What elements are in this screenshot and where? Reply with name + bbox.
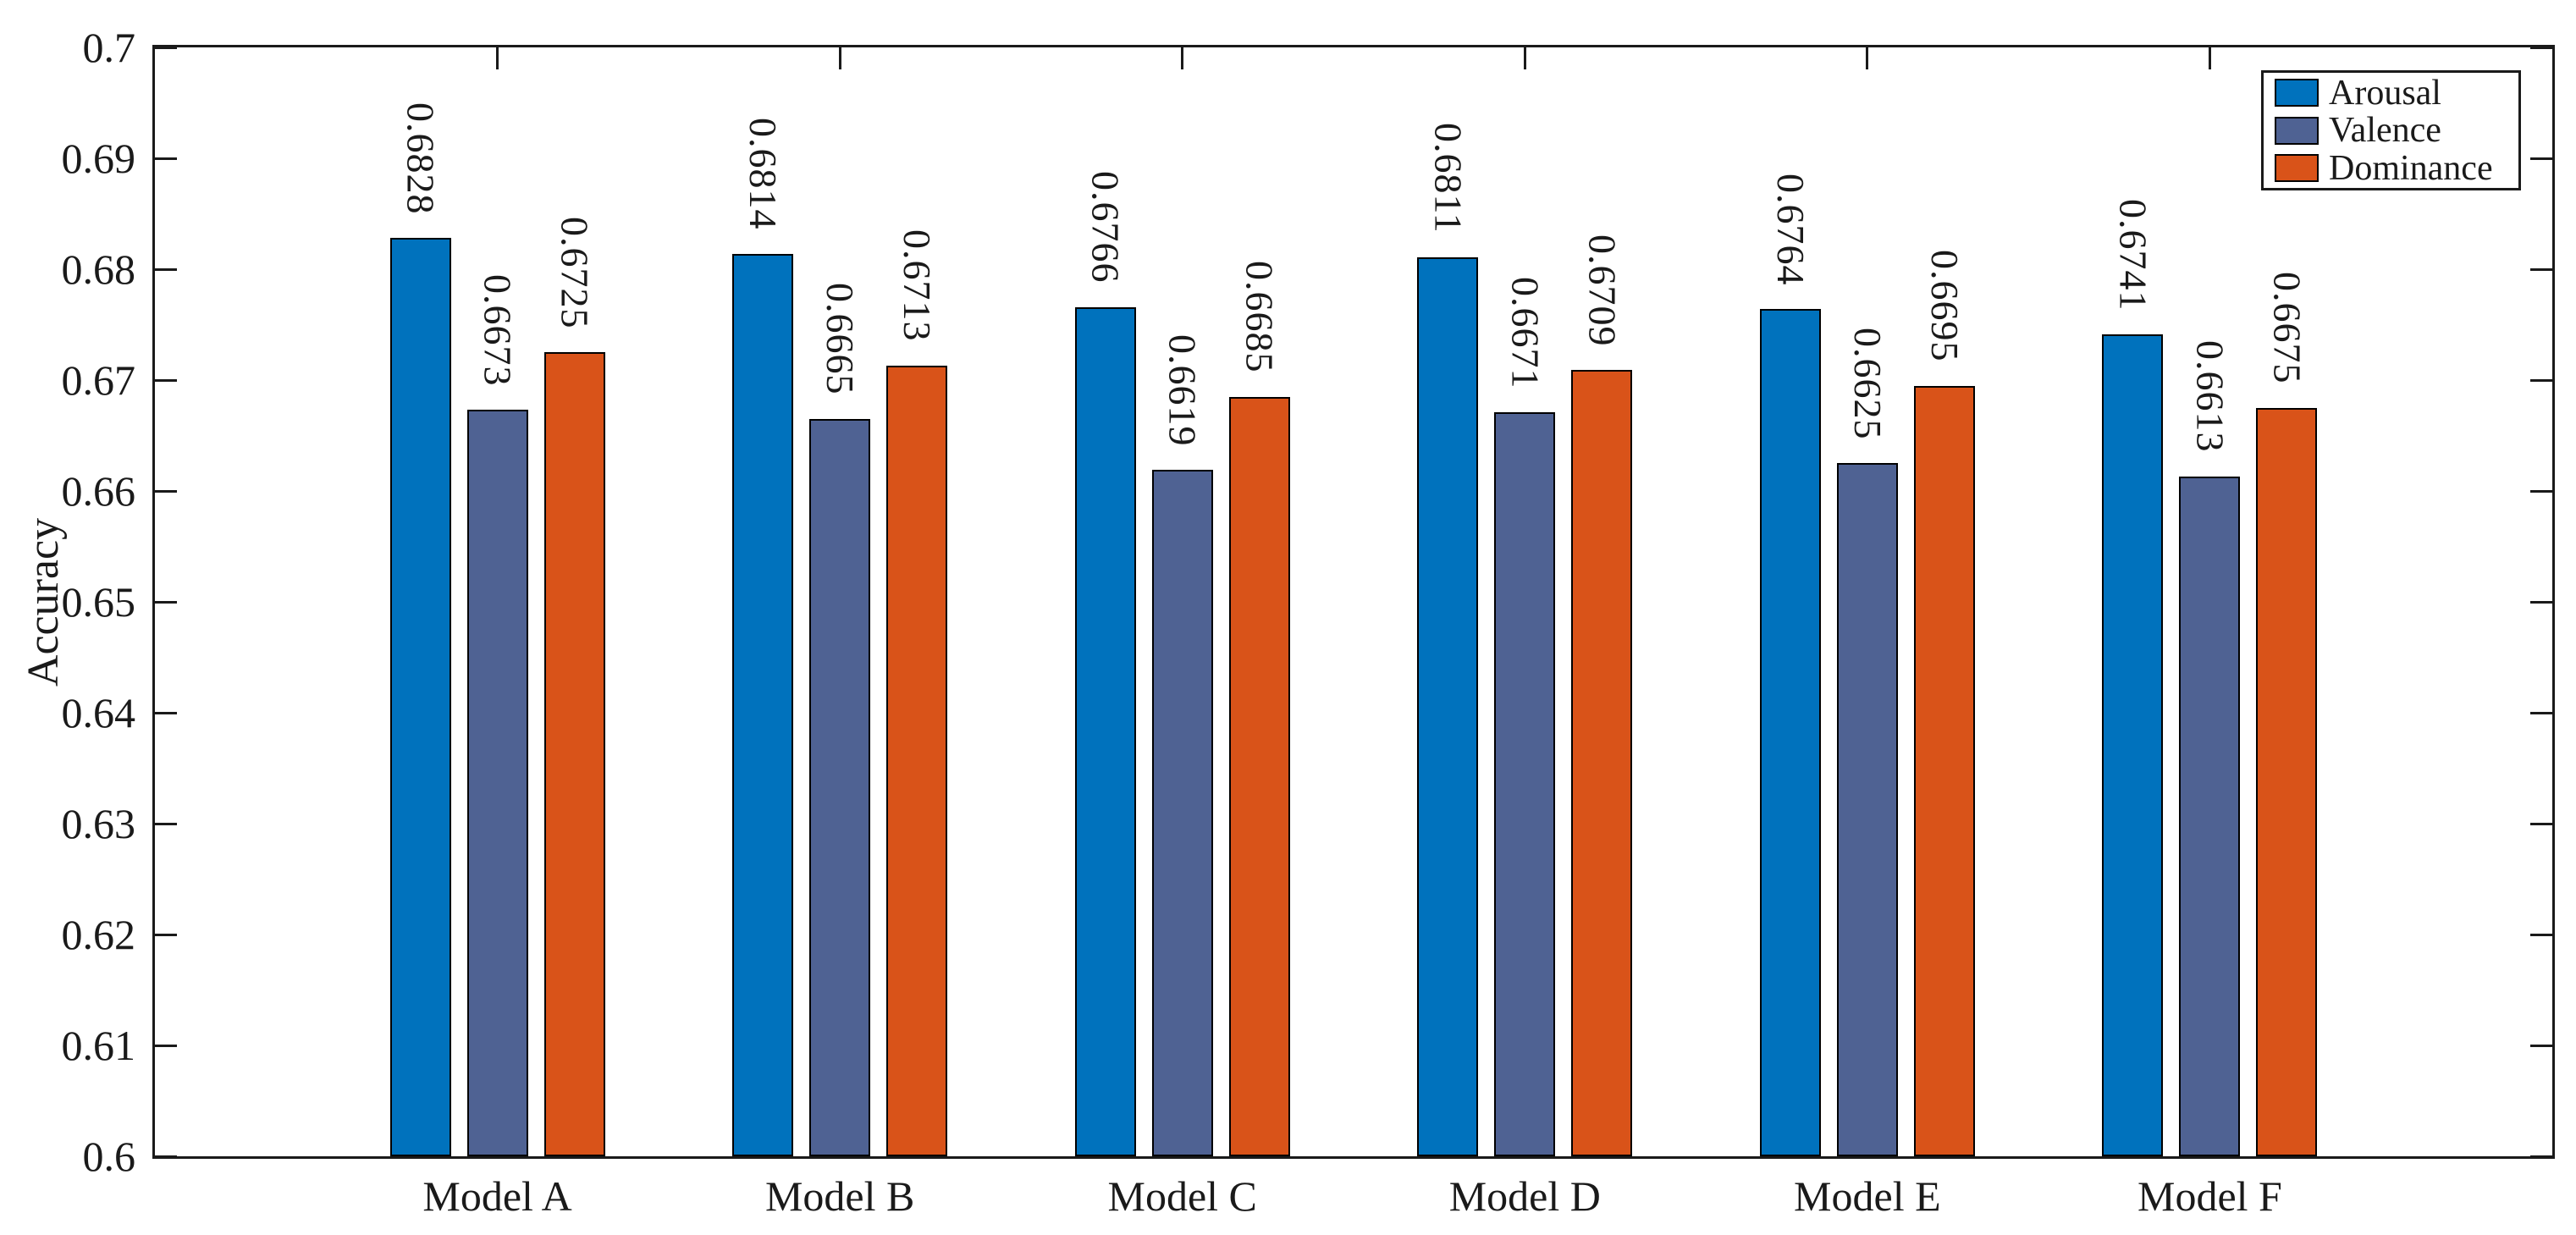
y-tick-mark <box>155 1155 177 1158</box>
bar-dominance-1 <box>543 352 605 1156</box>
y-tick-mark <box>155 933 177 936</box>
y-tick-mark <box>155 600 177 604</box>
bar-arousal-4 <box>1417 256 1479 1156</box>
bar-arousal-6 <box>2102 334 2164 1156</box>
bar-value-label: 0.6709 <box>1580 234 1624 347</box>
bar-arousal-3 <box>1074 306 1136 1156</box>
bar-valence-5 <box>1836 463 1898 1156</box>
bar-value-label: 0.6685 <box>1238 261 1282 373</box>
x-tick-mark-top <box>1866 47 1869 69</box>
bar-valence-1 <box>466 410 528 1156</box>
bar-value-label: 0.6814 <box>742 118 786 230</box>
bar-value-label: 0.6625 <box>1845 327 1889 440</box>
bar-value-label: 0.6613 <box>2188 340 2232 453</box>
bar-value-label: 0.6725 <box>553 216 597 329</box>
bar-value-label: 0.6828 <box>399 102 443 215</box>
x-category-label: Model B <box>764 1172 915 1220</box>
legend-swatch-valence <box>2275 116 2319 145</box>
x-tick-mark-top <box>1181 47 1184 69</box>
y-tick-label: 0.61 <box>61 1022 136 1069</box>
bar-valence-2 <box>809 418 871 1156</box>
y-tick-mark-right <box>2530 600 2552 604</box>
y-tick-mark <box>155 46 177 49</box>
y-tick-label: 0.66 <box>61 467 136 515</box>
y-tick-mark-right <box>2530 267 2552 271</box>
y-tick-label: 0.69 <box>61 135 136 182</box>
x-tick-mark-top <box>2208 47 2211 69</box>
bar-dominance-4 <box>1571 370 1633 1156</box>
bar-valence-4 <box>1494 411 1556 1156</box>
y-tick-mark-right <box>2530 378 2552 382</box>
legend-label: Dominance <box>2329 148 2493 188</box>
bar-value-label: 0.6619 <box>1161 334 1205 447</box>
x-category-label: Model A <box>422 1172 572 1220</box>
bar-arousal-2 <box>732 253 794 1156</box>
y-tick-mark-right <box>2530 46 2552 49</box>
bar-value-label: 0.6695 <box>1922 250 1966 362</box>
bar-arousal-1 <box>389 238 451 1156</box>
y-tick-label: 0.62 <box>61 911 136 958</box>
legend-row: Valence <box>2275 113 2518 148</box>
x-category-label: Model C <box>1107 1172 1257 1220</box>
bar-value-label: 0.6741 <box>2111 198 2155 312</box>
bar-dominance-3 <box>1228 396 1290 1156</box>
y-tick-label: 0.7 <box>82 24 136 71</box>
y-tick-mark-right <box>2530 822 2552 825</box>
legend-label: Arousal <box>2329 73 2441 113</box>
y-tick-mark-right <box>2530 933 2552 936</box>
bar-value-label: 0.6811 <box>1426 122 1470 234</box>
y-tick-label: 0.65 <box>61 578 136 626</box>
x-tick-mark-top <box>838 47 841 69</box>
x-tick-mark-top <box>1523 47 1526 69</box>
y-tick-mark-right <box>2530 1044 2552 1047</box>
x-tick-mark-top <box>496 47 499 69</box>
legend: Arousal Valence Dominance <box>2261 70 2521 190</box>
legend-row: Arousal <box>2275 75 2518 111</box>
y-tick-mark <box>155 711 177 714</box>
y-tick-mark-right <box>2530 711 2552 714</box>
y-tick-label: 0.68 <box>61 245 136 293</box>
bar-dominance-6 <box>2256 407 2318 1156</box>
y-tick-mark-right <box>2530 1155 2552 1158</box>
bar-dominance-5 <box>1913 385 1975 1156</box>
y-tick-mark <box>155 489 177 493</box>
y-tick-mark <box>155 267 177 271</box>
y-tick-mark <box>155 378 177 382</box>
bar-valence-6 <box>2179 476 2241 1156</box>
y-tick-mark-right <box>2530 489 2552 493</box>
legend-swatch-dominance <box>2275 154 2319 182</box>
y-tick-label: 0.67 <box>61 356 136 404</box>
y-tick-mark <box>155 157 177 160</box>
bar-value-label: 0.6673 <box>476 273 520 387</box>
x-category-label: Model D <box>1448 1172 1601 1220</box>
x-category-label: Model F <box>2137 1172 2282 1220</box>
bar-value-label: 0.6766 <box>1084 171 1128 284</box>
bar-value-label: 0.6675 <box>2265 272 2309 384</box>
legend-row: Dominance <box>2275 151 2518 186</box>
bar-value-label: 0.6713 <box>896 229 940 342</box>
bar-arousal-5 <box>1759 309 1821 1156</box>
bar-dominance-2 <box>886 365 948 1156</box>
bar-value-label: 0.6671 <box>1503 276 1547 389</box>
plot-area: Arousal Valence Dominance 0.6828 0.6673 0.67… <box>152 45 2555 1159</box>
y-tick-mark <box>155 822 177 825</box>
y-tick-mark <box>155 1044 177 1047</box>
y-tick-label: 0.63 <box>61 800 136 847</box>
y-tick-label: 0.6 <box>82 1133 136 1180</box>
y-tick-label: 0.64 <box>61 689 136 736</box>
x-category-label: Model E <box>1794 1172 1941 1220</box>
bar-value-label: 0.6665 <box>819 283 863 395</box>
y-tick-mark-right <box>2530 157 2552 160</box>
legend-label: Valence <box>2329 111 2441 150</box>
bar-value-label: 0.6764 <box>1768 173 1812 286</box>
bar-valence-3 <box>1151 470 1213 1156</box>
legend-swatch-arousal <box>2275 79 2319 107</box>
